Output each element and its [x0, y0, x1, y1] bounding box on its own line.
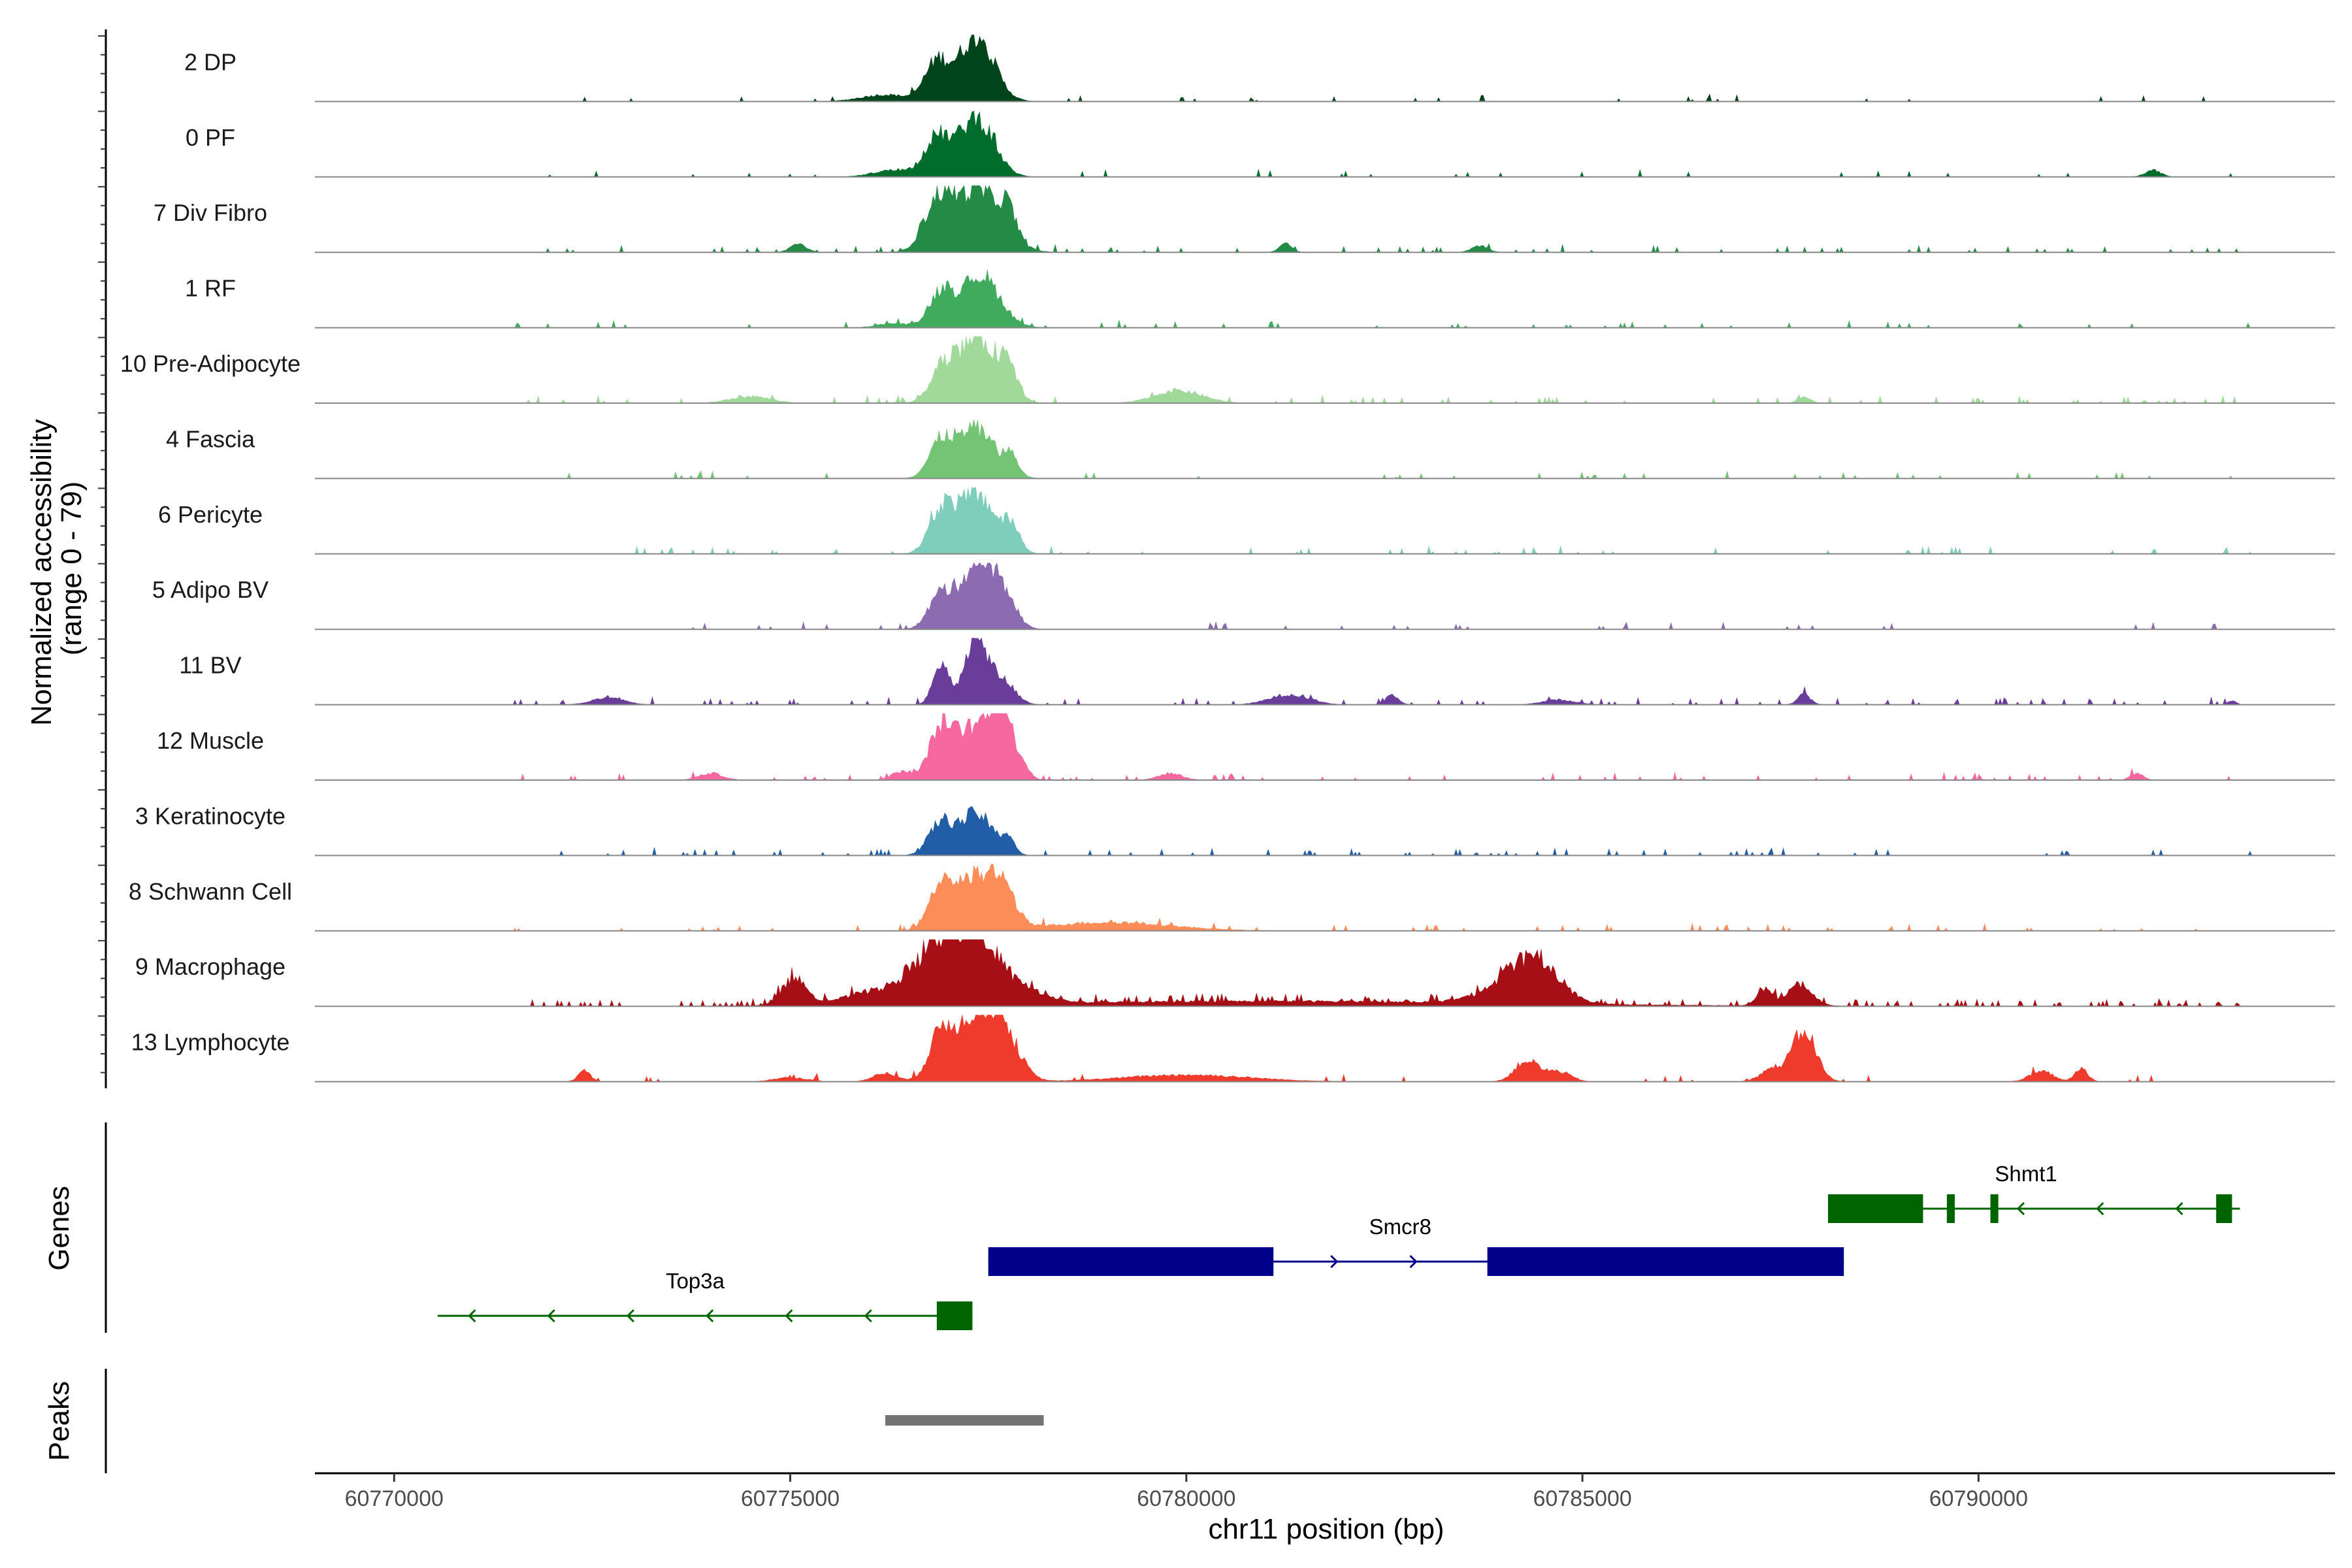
- coverage-signal: [513, 35, 2256, 102]
- track-label: 9 Macrophage: [135, 953, 286, 980]
- peaks-panel: Peaks: [43, 1369, 1044, 1473]
- coverage-signal: [513, 713, 2256, 781]
- gene-exon: [988, 1247, 1274, 1276]
- genes-panel: Genes Top3a Smcr8 Shmt1: [43, 1122, 2240, 1333]
- coverage-signal: [513, 562, 2256, 630]
- coverage-track: 2 DP: [184, 35, 2335, 103]
- gene-label: Smcr8: [1369, 1215, 1431, 1239]
- x-tick-label: 60785000: [1533, 1486, 1631, 1511]
- y-axis-title: Normalized accessibility (range 0 - 79): [25, 411, 88, 726]
- coverage-signal: [513, 185, 2256, 253]
- gene-exon: [1487, 1247, 1844, 1276]
- coverage-tracks: 2 DP 0 PF 7 Div Fibro 1 RF 10 Pre-Adipocyte 4…: [120, 35, 2335, 1083]
- track-label: 6 Pericyte: [158, 501, 263, 528]
- coverage-signal: [512, 864, 2256, 932]
- strand-arrow: [2016, 1201, 2025, 1216]
- coverage-track: 12 Muscle: [157, 713, 2335, 781]
- strand-arrow: [1409, 1254, 1418, 1269]
- track-label: 2 DP: [184, 48, 237, 75]
- y-axis-title-line-2: (range 0 - 79): [56, 482, 88, 656]
- gene-exon: [936, 1301, 973, 1330]
- genomic-x-axis: chr11 position (bp) 60770000 60775000 6078…: [315, 1472, 2335, 1545]
- gene-label: Shmt1: [1995, 1162, 2057, 1186]
- coverage-track: 1 RF: [185, 270, 2335, 329]
- gene-model: Smcr8: [988, 1215, 1844, 1276]
- track-label: 12 Muscle: [157, 727, 264, 754]
- x-axis-title: chr11 position (bp): [1208, 1513, 1444, 1545]
- gene-exon: [2216, 1194, 2232, 1223]
- coverage-signal: [513, 939, 2256, 1007]
- track-label: 0 PF: [186, 124, 235, 151]
- x-tick-label: 60770000: [345, 1486, 444, 1511]
- coverage-track: 9 Macrophage: [135, 939, 2335, 1007]
- track-label: 4 Fascia: [166, 425, 255, 452]
- coverage-track: 6 Pericyte: [158, 487, 2335, 555]
- coverage-track: 8 Schwann Cell: [129, 864, 2335, 932]
- strand-arrow: [785, 1309, 793, 1323]
- strand-arrow: [864, 1309, 872, 1323]
- track-label: 1 RF: [185, 275, 236, 302]
- track-label: 3 Keratinocyte: [135, 802, 286, 829]
- gene-exon: [1827, 1194, 1923, 1223]
- gene-exon: [1990, 1194, 1999, 1223]
- track-label: 5 Adipo BV: [152, 576, 269, 603]
- gene-model: Top3a: [437, 1269, 973, 1330]
- coverage-signal: [513, 419, 2256, 479]
- coverage-track: 11 BV: [179, 637, 2335, 706]
- coverage-signal: [513, 336, 2256, 404]
- strand-arrow: [2175, 1201, 2183, 1216]
- track-label: 13 Lymphocyte: [131, 1029, 290, 1056]
- gene-model: Shmt1: [1827, 1162, 2240, 1223]
- strand-arrow: [468, 1309, 476, 1323]
- coverage-signal: [513, 487, 2256, 555]
- gene-label: Top3a: [666, 1269, 725, 1293]
- peaks-panel-label: Peaks: [43, 1381, 75, 1461]
- peak-region: [885, 1415, 1044, 1426]
- genes-panel-label: Genes: [43, 1186, 75, 1271]
- strand-arrow: [706, 1309, 714, 1323]
- coverage-track: 13 Lymphocyte: [131, 1015, 2335, 1083]
- coverage-track: 7 Div Fibro: [154, 185, 2335, 253]
- strand-arrow: [626, 1309, 635, 1323]
- track-label: 7 Div Fibro: [154, 199, 267, 226]
- coverage-track: 5 Adipo BV: [152, 562, 2335, 630]
- coverage-signal: [512, 637, 2256, 706]
- coverage-signal: [513, 806, 2256, 857]
- coverage-signal: [513, 110, 2256, 178]
- coverage-track: 3 Keratinocyte: [135, 802, 2335, 857]
- track-label: 11 BV: [179, 652, 241, 679]
- strand-arrow: [547, 1309, 555, 1323]
- coverage-track: 10 Pre-Adipocyte: [120, 336, 2335, 404]
- coverage-signal: [513, 1015, 2256, 1083]
- strand-arrow: [2096, 1201, 2104, 1216]
- coverage-signal: [513, 270, 2256, 329]
- track-label: 10 Pre-Adipocyte: [120, 350, 301, 377]
- coverage-track: 4 Fascia: [166, 419, 2335, 480]
- y-axis-title-line-1: Normalized accessibility: [25, 419, 57, 725]
- track-label: 8 Schwann Cell: [129, 878, 292, 905]
- x-tick-label: 60790000: [1929, 1486, 2028, 1511]
- x-tick-label: 60780000: [1137, 1486, 1235, 1511]
- gene-exon: [1946, 1194, 1955, 1223]
- strand-arrow: [1330, 1254, 1339, 1269]
- x-tick-label: 60775000: [741, 1486, 840, 1511]
- coverage-track: 0 PF: [186, 110, 2335, 178]
- accessibility-y-axis: Normalized accessibility (range 0 - 79): [25, 29, 107, 1088]
